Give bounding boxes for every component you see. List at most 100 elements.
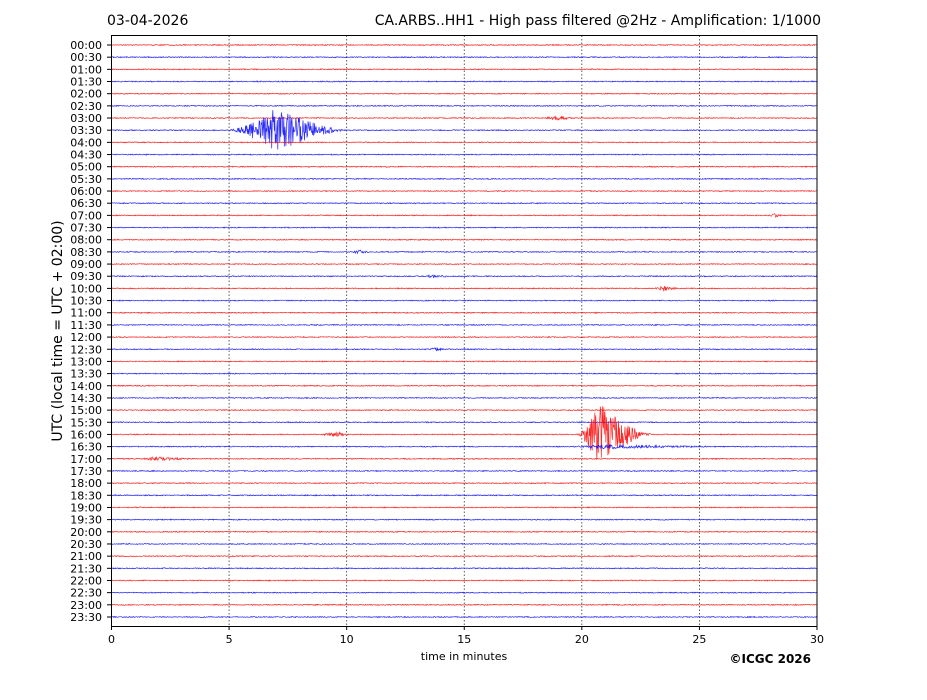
x-tick-label: 15	[457, 633, 471, 646]
trace-0400	[111, 141, 818, 144]
trace-0900	[111, 262, 818, 266]
y-tick-label: 14:30	[70, 392, 102, 405]
x-tick-label: 20	[575, 633, 589, 646]
trace-1230	[111, 346, 818, 352]
trace-1100	[111, 311, 818, 314]
trace-1930	[111, 518, 817, 521]
x-tick-label: 30	[810, 633, 824, 646]
y-tick-label: 04:00	[70, 136, 102, 149]
trace-2130	[111, 567, 818, 570]
y-tick-label: 11:30	[70, 319, 102, 332]
trace-1000	[111, 285, 818, 292]
y-tick-label: 20:30	[70, 538, 102, 551]
trace-0230	[111, 104, 818, 107]
trace-2200	[111, 579, 818, 582]
trace-1130	[111, 323, 817, 327]
trace-1900	[111, 506, 818, 509]
y-tick-label: 13:30	[70, 368, 102, 381]
y-tick-label: 16:00	[70, 428, 102, 441]
y-tick-label: 19:00	[70, 501, 102, 514]
y-tick-label: 17:00	[70, 453, 102, 466]
trace-2230	[111, 591, 818, 594]
chart-title: CA.ARBS..HH1 - High pass filtered @2Hz -…	[375, 13, 821, 29]
y-tick-label: 15:00	[70, 404, 102, 417]
trace-0330	[111, 110, 818, 150]
y-tick-label: 04:30	[70, 149, 102, 162]
trace-0630	[111, 201, 818, 205]
y-tick-label: 10:30	[70, 295, 102, 308]
y-tick-label: 21:30	[70, 562, 102, 575]
trace-1700	[111, 456, 817, 462]
y-tick-label: 01:30	[70, 76, 102, 89]
x-axis: 0 5 10 15 20 25 30	[108, 626, 824, 646]
trace-2030	[111, 542, 818, 546]
date-label: 03-04-2026	[107, 13, 188, 29]
y-tick-label: 16:30	[70, 441, 102, 454]
y-tick-label: 03:00	[70, 112, 102, 125]
x-tick-label: 25	[692, 633, 706, 646]
trace-0930	[111, 273, 818, 279]
y-tick-label: 17:30	[70, 465, 102, 478]
y-tick-label: 02:00	[70, 88, 102, 101]
y-tick-label: 08:00	[70, 234, 102, 247]
x-tick-label: 0	[108, 633, 115, 646]
y-tick-label: 00:00	[70, 39, 102, 52]
trace-1830	[111, 494, 818, 497]
y-tick-label: 05:00	[70, 161, 102, 174]
y-tick-label: 14:00	[70, 380, 102, 393]
y-tick-label: 18:30	[70, 489, 102, 502]
trace-1430	[111, 396, 818, 400]
trace-1030	[111, 299, 818, 302]
trace-1330	[111, 372, 818, 375]
y-tick-label: 20:00	[70, 526, 102, 539]
trace-2000	[111, 530, 818, 533]
trace-2300	[111, 603, 818, 607]
trace-0500	[111, 165, 817, 168]
y-tick-label: 22:00	[70, 574, 102, 587]
trace-1500	[111, 408, 818, 412]
y-tick-label: 22:30	[70, 587, 102, 600]
trace-0700	[111, 213, 818, 219]
trace-0030	[111, 55, 817, 59]
traces	[111, 43, 818, 619]
y-tick-label: 12:30	[70, 343, 102, 356]
y-tick-label: 23:00	[70, 599, 102, 612]
trace-0600	[111, 189, 818, 193]
y-tick-label: 13:00	[70, 355, 102, 368]
y-tick-label: 18:00	[70, 477, 102, 490]
x-tick-label: 5	[226, 633, 233, 646]
trace-2330	[111, 615, 818, 619]
trace-1630	[111, 443, 818, 450]
x-tick-label: 10	[340, 633, 354, 646]
y-tick-label: 00:30	[70, 51, 102, 64]
trace-0800	[111, 238, 818, 241]
trace-0100	[111, 68, 818, 71]
y-tick-label: 01:00	[70, 63, 102, 76]
y-tick-label: 19:30	[70, 514, 102, 527]
trace-0000	[111, 43, 818, 47]
trace-1530	[111, 421, 818, 424]
y-tick-label: 10:00	[70, 282, 102, 295]
y-axis: 00:0000:3001:0001:3002:0002:3003:0003:30…	[70, 39, 112, 624]
y-tick-label: 11:00	[70, 307, 102, 320]
y-tick-label: 09:30	[70, 270, 102, 283]
trace-0530	[111, 177, 818, 180]
grid-lines	[228, 35, 700, 626]
y-tick-label: 06:00	[70, 185, 102, 198]
y-tick-label: 08:30	[70, 246, 102, 259]
y-tick-label: 07:00	[70, 209, 102, 222]
trace-0730	[111, 226, 818, 229]
trace-2100	[111, 555, 818, 558]
trace-0830	[111, 249, 818, 255]
y-tick-label: 03:30	[70, 124, 102, 137]
trace-0200	[111, 92, 818, 95]
y-tick-label: 09:00	[70, 258, 102, 271]
trace-0130	[111, 80, 818, 83]
y-axis-label: UTC (local time = UTC + 02:00)	[50, 220, 66, 441]
trace-1730	[111, 469, 818, 473]
y-tick-label: 06:30	[70, 197, 102, 210]
y-tick-label: 23:30	[70, 611, 102, 624]
trace-1300	[111, 360, 818, 363]
